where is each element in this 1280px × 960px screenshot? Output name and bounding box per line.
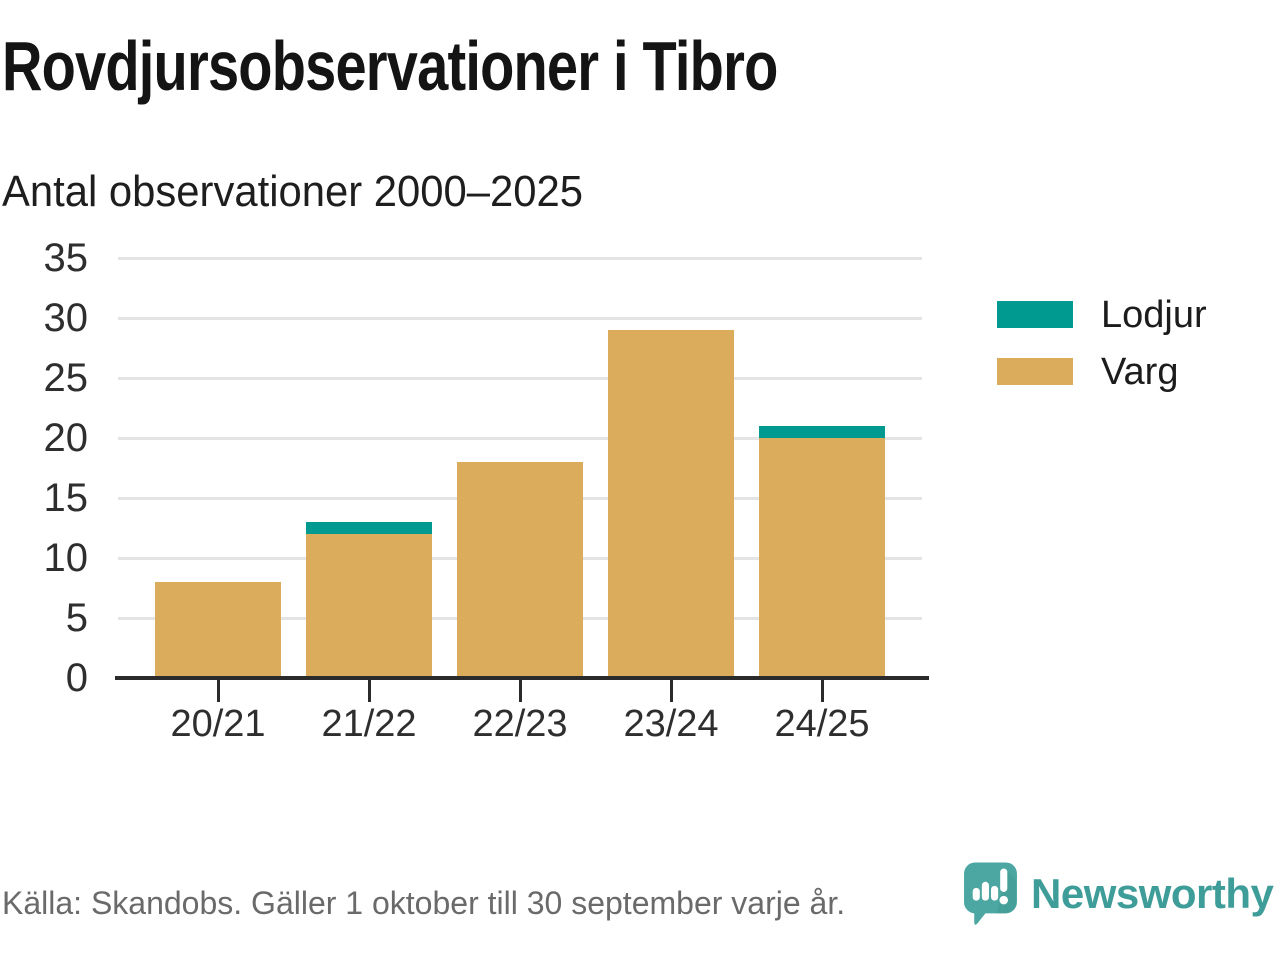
- bar-segment-lodjur: [759, 426, 885, 438]
- x-axis-tick-label: 21/22: [321, 703, 417, 745]
- y-axis-tick-label: 0: [65, 656, 88, 700]
- x-axis-tick: [216, 680, 220, 702]
- legend-swatch-varg: [997, 358, 1073, 385]
- x-axis-tick: [820, 680, 824, 702]
- y-axis-tick-label: 35: [43, 236, 89, 280]
- x-axis-tick-label: 23/24: [623, 703, 719, 745]
- y-axis-tick-label: 10: [43, 536, 89, 580]
- x-axis-tick: [367, 680, 371, 702]
- x-axis-line: [115, 676, 929, 680]
- bar-segment-varg: [759, 438, 885, 678]
- gridline: [118, 437, 922, 440]
- legend-swatch-lodjur: [997, 301, 1073, 328]
- newsworthy-speech-bubble-chart-icon: [962, 861, 1019, 927]
- gridline: [118, 257, 922, 260]
- chart-legend: Lodjur Varg: [997, 296, 1207, 415]
- x-axis-tick: [518, 680, 522, 702]
- x-axis-tick-label: 22/23: [472, 703, 568, 745]
- source-note: Källa: Skandobs. Gäller 1 oktober till 3…: [2, 885, 846, 921]
- legend-item-varg: Varg: [997, 353, 1207, 391]
- legend-label: Lodjur: [1101, 293, 1207, 336]
- y-axis-tick-label: 25: [43, 356, 89, 400]
- newsworthy-logo: Newsworthy: [962, 861, 1274, 927]
- y-axis-tick-label: 30: [43, 296, 89, 340]
- legend-item-lodjur: Lodjur: [997, 296, 1207, 334]
- gridline: [118, 377, 922, 380]
- legend-label: Varg: [1101, 350, 1179, 393]
- y-axis-tick-label: 20: [43, 416, 89, 460]
- x-axis-tick-label: 24/25: [774, 703, 870, 745]
- bar-segment-varg: [306, 534, 432, 678]
- bar-segment-lodjur: [306, 522, 432, 534]
- chart-subtitle: Antal observationer 2000–2025: [2, 167, 583, 216]
- bar-segment-varg: [608, 330, 734, 678]
- y-axis-tick-label: 15: [43, 476, 89, 520]
- bar-segment-varg: [155, 582, 281, 678]
- page-title: Rovdjursobservationer i Tibro: [2, 27, 778, 105]
- newsworthy-logo-text: Newsworthy: [1031, 870, 1274, 917]
- x-axis-tick: [669, 680, 673, 702]
- gridline: [118, 317, 922, 320]
- bar-segment-varg: [457, 462, 583, 678]
- y-axis-tick-label: 5: [65, 596, 88, 640]
- x-axis-tick-label: 20/21: [170, 703, 266, 745]
